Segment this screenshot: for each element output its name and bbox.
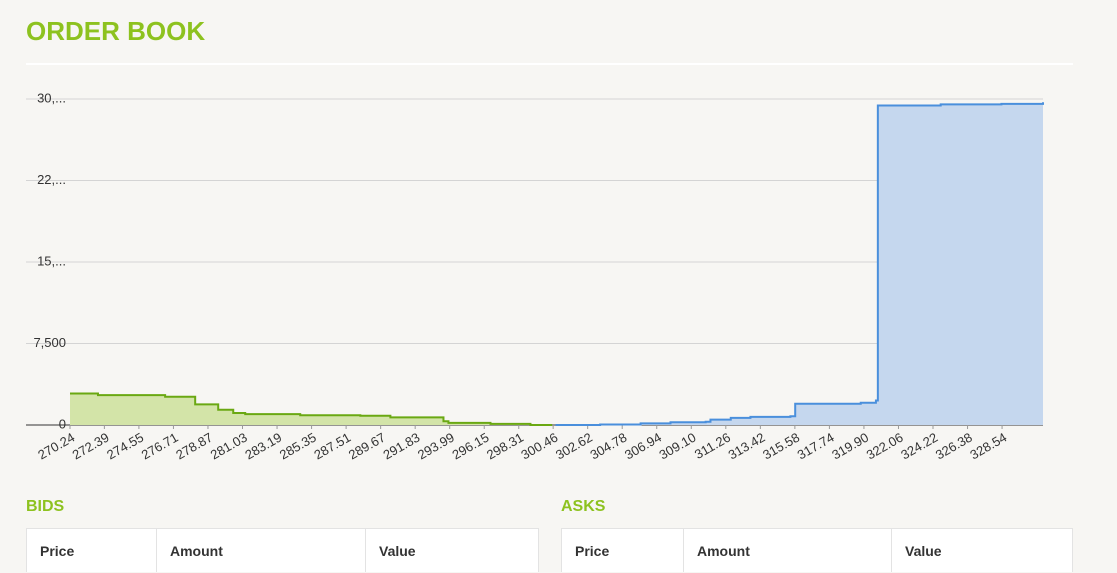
x-tick-label: 272.39 xyxy=(70,430,112,463)
asks-title: ASKS xyxy=(561,498,606,515)
y-tick-label: 22,... xyxy=(37,172,66,187)
y-tick-label: 7,500 xyxy=(33,335,66,350)
x-tick-label: 322.06 xyxy=(864,430,906,463)
x-tick-label: 278.87 xyxy=(173,430,215,463)
column-header[interactable]: Value xyxy=(365,528,539,572)
bids-table: Price Amount Value xyxy=(26,528,539,572)
x-tick-label: 317.74 xyxy=(795,430,837,463)
column-header[interactable]: Value xyxy=(891,528,1073,572)
x-tick-label: 306.94 xyxy=(622,430,664,463)
x-tick-label: 309.10 xyxy=(657,430,699,463)
x-tick-label: 313.42 xyxy=(726,430,768,463)
asks-table: Price Amount Value xyxy=(561,528,1073,572)
x-tick-label: 300.46 xyxy=(518,430,560,463)
x-tick-label: 270.24 xyxy=(35,430,77,463)
x-tick-label: 304.78 xyxy=(587,430,629,463)
x-tick-label: 296.15 xyxy=(450,430,492,463)
y-tick-label: 0 xyxy=(59,416,66,431)
depth-chart: 0 7,500 15,... 22,... 30,... 270.24272.39274.… xyxy=(26,90,1044,463)
x-tick-label: 324.22 xyxy=(898,430,940,463)
x-tick-label: 326.38 xyxy=(933,430,975,463)
column-header[interactable]: Amount xyxy=(683,528,892,572)
bids-title: BIDS xyxy=(26,498,65,515)
x-tick-label: 281.03 xyxy=(208,430,250,463)
column-header[interactable]: Price xyxy=(26,528,157,572)
x-tick-label: 328.54 xyxy=(967,430,1009,463)
depth-area xyxy=(70,393,553,425)
depth-line xyxy=(555,102,1044,426)
x-tick-label: 287.51 xyxy=(311,430,353,463)
depth-line xyxy=(70,392,553,426)
x-tick-label: 291.83 xyxy=(380,430,422,463)
depth-area xyxy=(555,102,1043,425)
column-header[interactable]: Amount xyxy=(156,528,366,572)
page-title: ORDER BOOK xyxy=(26,16,206,46)
y-tick-label: 30,... xyxy=(37,90,66,105)
x-tick-label: 319.90 xyxy=(829,430,871,463)
divider xyxy=(26,63,1073,65)
x-tick-label: 274.55 xyxy=(104,430,146,463)
y-tick-label: 15,... xyxy=(37,253,66,268)
x-tick-label: 302.62 xyxy=(553,430,595,463)
x-tick-label: 311.26 xyxy=(692,430,733,462)
x-tick-label: 315.58 xyxy=(760,430,802,463)
x-tick-label: 283.19 xyxy=(242,430,284,463)
column-header[interactable]: Price xyxy=(561,528,684,572)
x-tick-label: 276.71 xyxy=(139,430,181,463)
x-tick-label: 298.31 xyxy=(484,430,526,463)
x-tick-label: 293.99 xyxy=(415,430,457,463)
x-tick-label: 285.35 xyxy=(277,430,319,463)
x-tick-label: 289.67 xyxy=(346,430,388,463)
